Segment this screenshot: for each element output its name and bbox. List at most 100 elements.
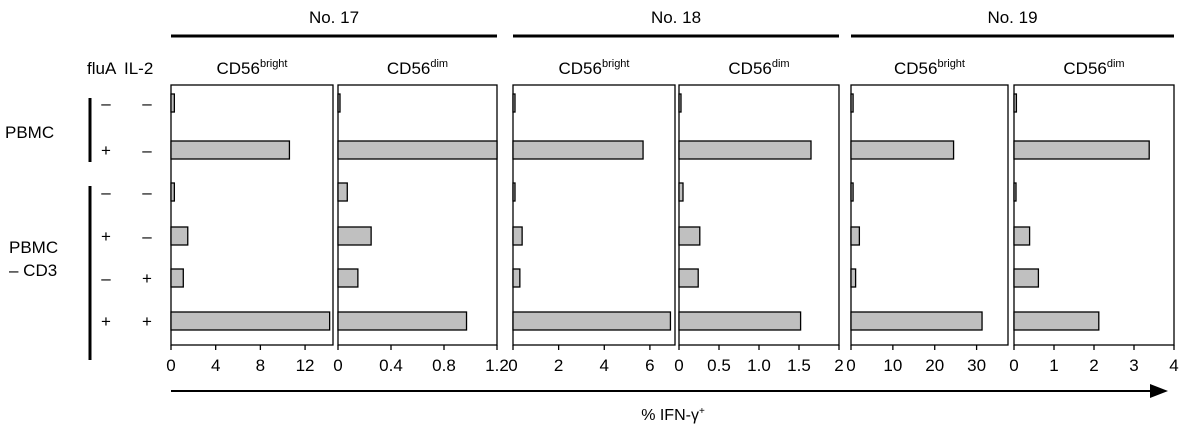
bar [512,93,516,113]
x-tick-label: 0.4 [379,356,403,375]
donor-header-1: No. 17 [309,8,359,27]
row-il2-symbol: – [142,94,152,113]
panel-title-6-sup: dim [1107,58,1125,70]
bar [512,311,672,331]
panel-title-6-base: CD56 [1063,59,1106,78]
bar [678,268,699,288]
row-il2-symbol: – [142,141,152,160]
panel-frame-6 [1013,84,1175,346]
x-tick-label: 2 [554,356,563,375]
bar [512,268,521,288]
x-tick-label: 1.5 [787,356,811,375]
bar [512,182,516,202]
x-axis-label-main: % IFN-γ [641,407,699,424]
header-il2: IL-2 [124,59,153,78]
x-tick-label: 0 [674,356,683,375]
bar [337,140,498,160]
x-tick-label: 0.8 [432,356,456,375]
bar [850,268,857,288]
bar [678,226,701,246]
row-il2-symbol: + [142,269,152,288]
row-flua-symbol: – [101,183,111,202]
panel-title-5-sup: bright [937,58,965,70]
panel-frame-1 [170,84,334,346]
panel-frame-3 [512,84,676,346]
panel-title-4: CD56dim [728,58,789,78]
x-tick-label: 10 [883,356,902,375]
panel-title-5: CD56bright [894,58,965,78]
row-il2-symbol: + [142,312,152,331]
row-flua-symbol: + [101,312,111,331]
panel-frame-2 [337,84,498,346]
x-tick-label: 30 [967,356,986,375]
group-label-pbmc-cd3-line2: – CD3 [9,261,57,280]
x-tick-label: 0 [508,356,517,375]
bar [512,140,644,160]
bar [850,182,854,202]
panel-title-4-base: CD56 [728,59,771,78]
x-tick-label: 12 [296,356,315,375]
bar [1013,140,1150,160]
panel-title-1-sup: bright [260,58,288,70]
bar [1013,311,1100,331]
bar [1013,226,1031,246]
x-tick-label: 1 [1049,356,1058,375]
bar [337,311,468,331]
x-tick-label: 20 [925,356,944,375]
group-label-pbmc: PBMC [5,123,54,142]
x-tick-label: 0 [1009,356,1018,375]
bar [678,182,684,202]
bar [170,311,331,331]
donor-header-3: No. 19 [987,8,1037,27]
bar [170,226,189,246]
bar [850,226,861,246]
bar [678,311,802,331]
panel-title-4-sup: dim [772,58,790,70]
panel-title-6: CD56dim [1063,58,1124,78]
bar [337,226,372,246]
bar [337,182,348,202]
x-tick-label: 0 [846,356,855,375]
row-flua-symbol: + [101,141,111,160]
panel-title-3: CD56bright [559,58,630,78]
x-tick-label: 0 [333,356,342,375]
x-tick-label: 6 [645,356,654,375]
x-tick-label: 0.5 [707,356,731,375]
panel-title-5-base: CD56 [894,59,937,78]
row-il2-symbol: – [142,183,152,202]
x-tick-label: 2 [1089,356,1098,375]
row-il2-symbol: – [142,227,152,246]
bar [512,226,523,246]
row-flua-symbol: – [101,94,111,113]
donor-header-2: No. 18 [651,8,701,27]
bar [337,93,341,113]
x-tick-label: 4 [211,356,220,375]
x-tick-label: 1.0 [747,356,771,375]
bar [850,140,955,160]
x-tick-label: 8 [256,356,265,375]
x-tick-label: 4 [1169,356,1178,375]
bar [1013,182,1017,202]
bar [1013,93,1018,113]
bar [170,140,291,160]
bar [1013,268,1040,288]
panel-title-1: CD56bright [217,58,288,78]
x-tick-label: 1.2 [485,356,509,375]
panel-title-2-base: CD56 [387,59,430,78]
row-flua-symbol: + [101,227,111,246]
panel-frame-4 [678,84,840,346]
bar [170,182,176,202]
x-axis-label-sup: + [699,406,705,417]
bar [850,93,854,113]
row-flua-symbol: – [101,269,111,288]
bar [678,140,812,160]
group-label-pbmc-cd3-line1: PBMC [9,238,58,257]
panel-title-3-sup: bright [602,58,630,70]
panel-title-2: CD56dim [387,58,448,78]
x-axis-arrowhead [1150,384,1168,398]
panel-title-1-base: CD56 [217,59,260,78]
x-tick-label: 4 [600,356,609,375]
x-tick-label: 2 [834,356,843,375]
bar [170,268,184,288]
